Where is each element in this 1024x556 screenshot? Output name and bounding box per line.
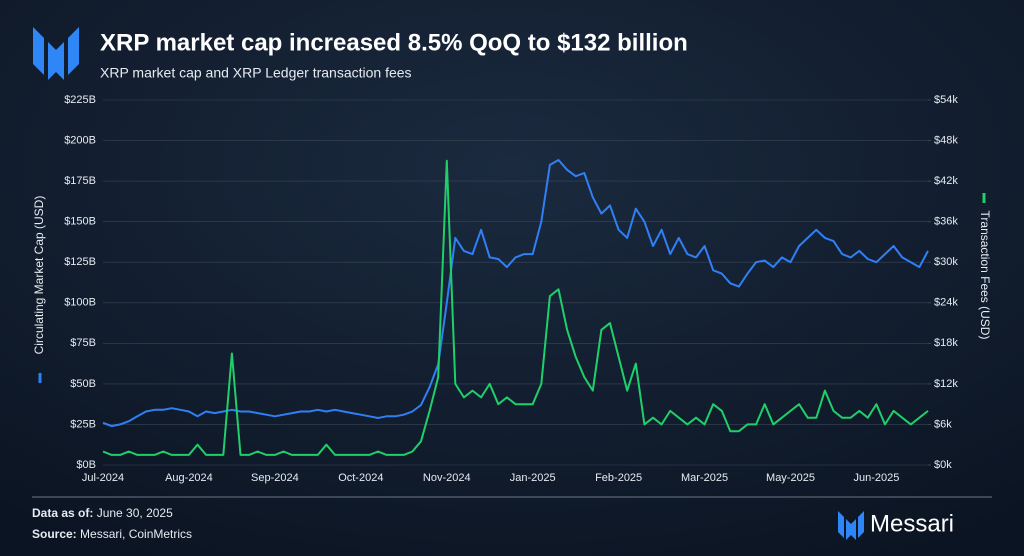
x-tick-label: Nov-2024	[423, 472, 471, 484]
footer-source-value: Messari, CoinMetrics	[80, 527, 192, 541]
y-tick-label: $100B	[64, 297, 96, 309]
y-axis-title-text: Circulating Market Cap (USD)	[32, 196, 46, 355]
y2-tick-label: $36k	[934, 216, 958, 228]
y-tick-label: $175B	[64, 175, 96, 187]
logo-icon	[33, 27, 79, 80]
x-tick-label: Jan-2025	[510, 472, 556, 484]
y-tick-label: $225B	[64, 94, 96, 106]
series-line	[102, 159, 929, 428]
y2-tick-label: $6k	[934, 418, 952, 430]
x-tick-label: Sep-2024	[251, 472, 299, 484]
series-line	[102, 159, 929, 456]
footer-source-label: Source:	[32, 527, 77, 541]
footer-date-label: Data as of:	[32, 506, 93, 520]
x-tick-label: May-2025	[766, 472, 815, 484]
footer-date-value: June 30, 2025	[97, 506, 173, 520]
y-tick-label: $75B	[70, 337, 96, 349]
chart-subtitle: XRP market cap and XRP Ledger transactio…	[100, 65, 412, 81]
y2-tick-label: $42k	[934, 175, 958, 187]
y-tick-label: $50B	[70, 378, 96, 390]
y2-tick-label: $30k	[934, 256, 958, 268]
y2-axis-title-text: Transaction Fees (USD)	[978, 211, 992, 340]
y2-tick-label: $0k	[934, 459, 952, 471]
y-tick-label: $125B	[64, 256, 96, 268]
y2-tick-label: $54k	[934, 94, 958, 106]
y2-tick-label: $18k	[934, 337, 958, 349]
x-tick-label: Jun-2025	[854, 472, 900, 484]
x-tick-label: Jul-2024	[82, 472, 124, 484]
y-tick-label: $150B	[64, 216, 96, 228]
y-tick-label: $25B	[70, 418, 96, 430]
x-tick-label: Mar-2025	[681, 472, 728, 484]
footer-source: Source: Messari, CoinMetrics	[32, 527, 192, 541]
y2-tick-label: $48k	[934, 134, 958, 146]
y-axis-title: Circulating Market Cap (USD)	[32, 196, 46, 383]
y-tick-label: $0B	[76, 459, 96, 471]
x-tick-label: Aug-2024	[165, 472, 213, 484]
y2-tick-label: $24k	[934, 297, 958, 309]
y-tick-label: $200B	[64, 134, 96, 146]
brand-name: Messari	[870, 510, 954, 537]
y2-tick-label: $12k	[934, 378, 958, 390]
brand-icon	[838, 511, 864, 540]
x-tick-label: Feb-2025	[595, 472, 642, 484]
y2-axis-title: Transaction Fees (USD)	[978, 193, 992, 339]
x-tick-label: Oct-2024	[338, 472, 383, 484]
chart-title: XRP market cap increased 8.5% QoQ to $13…	[100, 29, 688, 56]
footer-date: Data as of: June 30, 2025	[32, 506, 173, 520]
